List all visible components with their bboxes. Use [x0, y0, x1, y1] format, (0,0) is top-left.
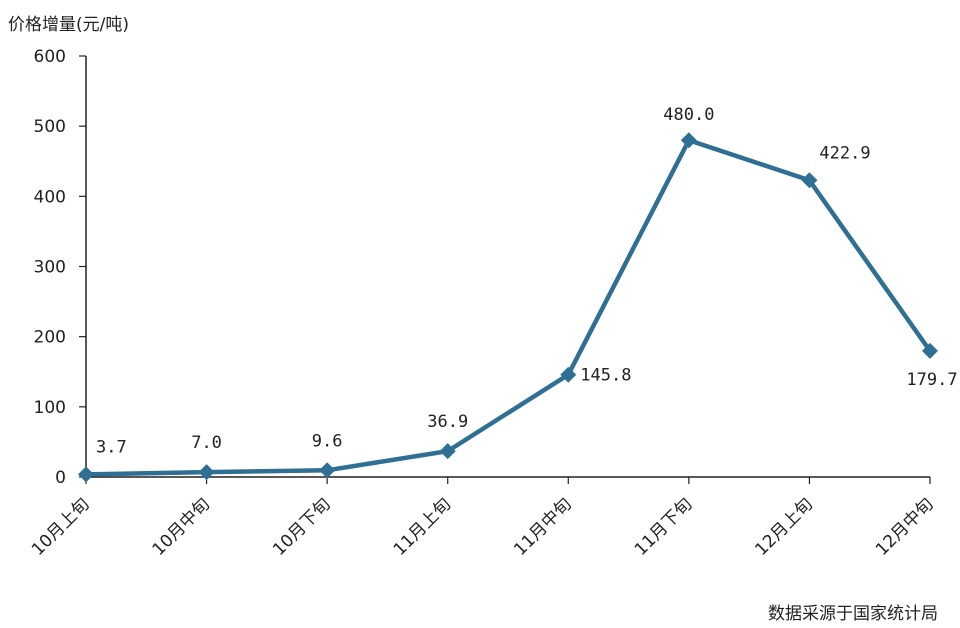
- x-tick-label: 10月上旬: [28, 494, 94, 560]
- data-point-marker: [78, 466, 94, 483]
- tick-labels: 0 100 200 300 400 500 600 10月上旬 10月中旬 10月下旬 11月上旬 1…: [28, 47, 938, 560]
- data-label: 145.8: [580, 366, 631, 386]
- data-point-marker: [198, 464, 215, 481]
- data-label: 9.6: [312, 431, 343, 451]
- data-point-marker: [922, 342, 938, 359]
- data-labels: 3.7 7.0 9.6 36.9 145.8 480.0 422.9 179.7: [96, 105, 958, 457]
- x-tick-label: 10月下旬: [269, 494, 335, 560]
- y-tick-label: 300: [34, 258, 66, 278]
- data-point-marker: [439, 443, 456, 460]
- data-label: 179.7: [906, 370, 957, 390]
- data-point-marker: [801, 172, 818, 189]
- axes: [79, 55, 931, 484]
- data-label: 422.9: [819, 143, 870, 163]
- source-note: 数据采源于国家统计局: [768, 604, 938, 624]
- x-tick-label: 12月中旬: [872, 494, 938, 560]
- data-label: 36.9: [427, 412, 468, 432]
- data-point-marker: [560, 366, 577, 383]
- x-tick-label: 10月中旬: [149, 494, 215, 560]
- data-point-marker: [319, 462, 336, 479]
- data-point-marker: [680, 132, 697, 149]
- y-tick-label: 0: [55, 468, 66, 488]
- x-tick-label: 11月上旬: [390, 494, 456, 560]
- y-tick-label: 200: [34, 328, 66, 348]
- data-label: 7.0: [191, 433, 222, 453]
- y-tick-label: 100: [34, 398, 66, 418]
- x-tick-label: 12月上旬: [751, 494, 817, 560]
- y-tick-label: 500: [34, 117, 66, 137]
- data-label: 480.0: [663, 105, 714, 125]
- series-layer: [78, 132, 938, 483]
- y-axis-title: 价格增量(元/吨): [8, 15, 129, 35]
- y-tick-label: 600: [34, 47, 66, 67]
- data-label: 3.7: [96, 437, 127, 457]
- y-tick-label: 400: [34, 187, 66, 207]
- x-tick-label: 11月下旬: [631, 494, 697, 560]
- series-line: [83, 137, 933, 477]
- x-tick-label: 11月中旬: [510, 494, 576, 560]
